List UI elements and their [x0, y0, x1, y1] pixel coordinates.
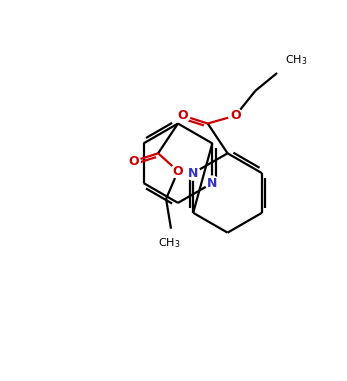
- Circle shape: [229, 109, 243, 123]
- Circle shape: [126, 154, 140, 168]
- Circle shape: [171, 164, 185, 178]
- Text: N: N: [188, 166, 198, 179]
- Text: N: N: [207, 176, 218, 190]
- Circle shape: [205, 176, 219, 190]
- Text: O: O: [178, 109, 188, 122]
- Text: CH$_3$: CH$_3$: [285, 53, 307, 67]
- Text: O: O: [128, 155, 139, 168]
- Text: O: O: [230, 109, 241, 122]
- Text: CH$_3$: CH$_3$: [158, 237, 180, 250]
- Circle shape: [186, 166, 200, 180]
- Circle shape: [176, 109, 190, 123]
- Text: O: O: [173, 165, 183, 178]
